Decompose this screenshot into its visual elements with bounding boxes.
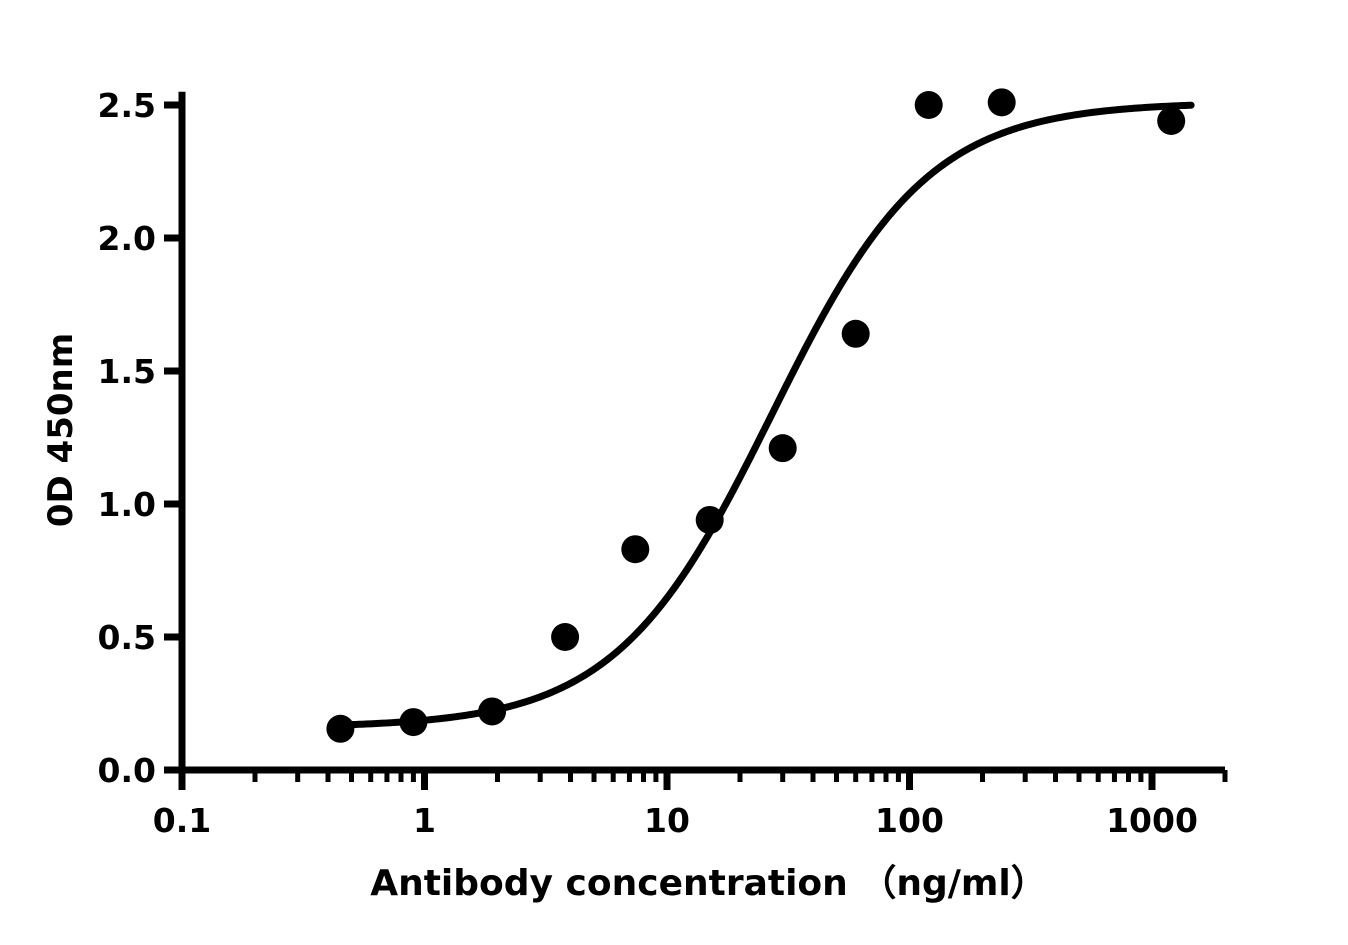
y-tick-label-2.0: 2.0 [98, 219, 156, 258]
y-tick-label-1.0: 1.0 [98, 485, 156, 524]
x-tick-label-10: 10 [644, 801, 690, 840]
x-axis-title: Antibody concentration （ng/ml） [370, 863, 1047, 904]
x-tick-label-100: 100 [875, 801, 944, 840]
y-tick-label-1.5: 1.5 [98, 352, 156, 391]
data-point [551, 623, 580, 651]
data-point [987, 88, 1016, 117]
y-tick-label-0.0: 0.0 [98, 751, 156, 790]
x-tick-label-1000: 1000 [1106, 801, 1198, 840]
data-point [621, 535, 650, 564]
y-axis-title: 0D 450nm [41, 333, 81, 527]
data-point [841, 319, 870, 348]
y-tick-label-0.5: 0.5 [98, 618, 156, 657]
x-tick-label-0.1: 0.1 [153, 801, 211, 840]
data-point [768, 434, 797, 463]
x-tick-label-1: 1 [413, 801, 436, 840]
data-point [914, 91, 943, 119]
data-point [1157, 106, 1186, 135]
data-point [478, 697, 507, 726]
data-point [399, 708, 428, 737]
data-point [326, 714, 355, 743]
data-point [695, 505, 724, 534]
y-tick-label-2.5: 2.5 [98, 86, 156, 125]
sigmoidal-fit-curve [339, 101, 1195, 729]
